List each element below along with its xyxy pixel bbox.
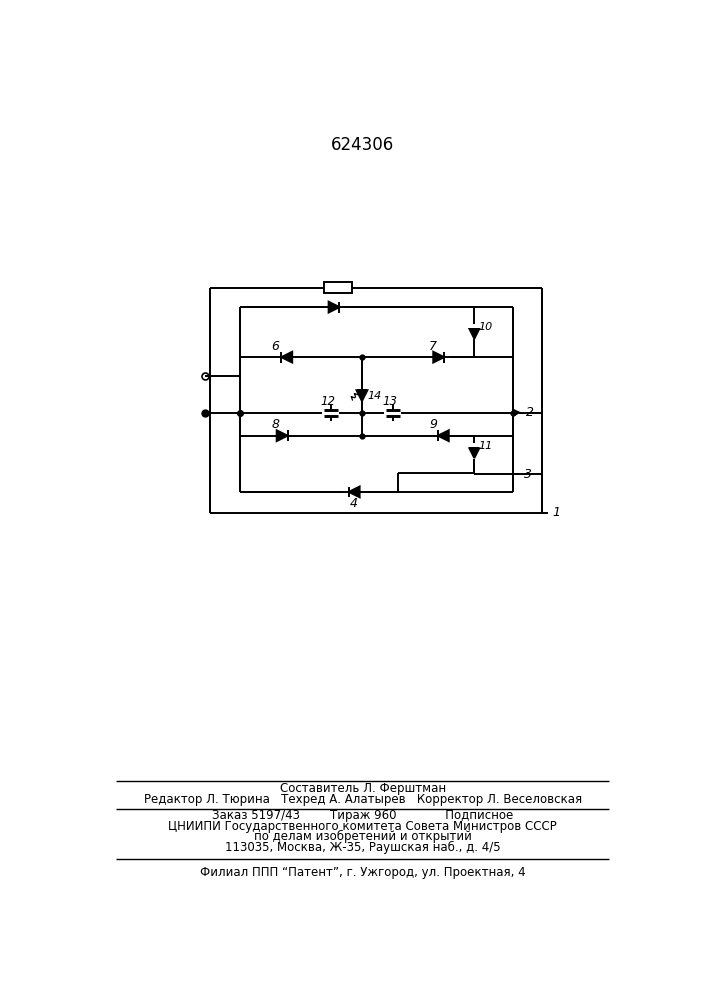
- Text: 6: 6: [271, 340, 279, 353]
- Text: 3: 3: [524, 468, 532, 481]
- Text: 12: 12: [320, 395, 335, 408]
- Text: Редактор Л. Тюрина   Техред А. Алатырев   Корректор Л. Веселовская: Редактор Л. Тюрина Техред А. Алатырев Ко…: [144, 793, 582, 806]
- Text: Филиал ППП “Патент”, г. Ужгород, ул. Проектная, 4: Филиал ППП “Патент”, г. Ужгород, ул. Про…: [200, 866, 525, 879]
- Text: 9: 9: [429, 418, 437, 431]
- Polygon shape: [349, 487, 360, 497]
- Text: 13: 13: [382, 395, 397, 408]
- Text: по делам изобретений и открытий: по делам изобретений и открытий: [254, 830, 472, 843]
- Polygon shape: [276, 430, 288, 441]
- Text: 2: 2: [526, 406, 534, 419]
- Polygon shape: [356, 390, 368, 401]
- Polygon shape: [329, 302, 339, 312]
- Text: 1: 1: [553, 506, 561, 519]
- Text: ЦНИИПИ Государственного комитета Совета Министров СССР: ЦНИИПИ Государственного комитета Совета …: [168, 820, 557, 833]
- Bar: [324, 282, 352, 293]
- Text: 14: 14: [368, 391, 382, 401]
- Text: 113035, Москва, Ж-35, Раушская наб., д. 4/5: 113035, Москва, Ж-35, Раушская наб., д. …: [225, 841, 501, 854]
- Text: Заказ 5197/43        Тираж 960             Подписное: Заказ 5197/43 Тираж 960 Подписное: [212, 809, 513, 822]
- Text: 4: 4: [349, 497, 358, 510]
- Text: 7: 7: [429, 340, 437, 353]
- Polygon shape: [438, 430, 449, 441]
- Text: 8: 8: [271, 418, 279, 431]
- Text: 11: 11: [478, 441, 493, 451]
- Polygon shape: [433, 352, 444, 363]
- Text: 624306: 624306: [331, 136, 395, 154]
- Polygon shape: [469, 448, 479, 458]
- Polygon shape: [281, 352, 292, 363]
- Text: Составитель Л. Ферштман: Составитель Л. Ферштман: [280, 782, 446, 795]
- Polygon shape: [469, 329, 479, 339]
- Text: 10: 10: [478, 322, 493, 332]
